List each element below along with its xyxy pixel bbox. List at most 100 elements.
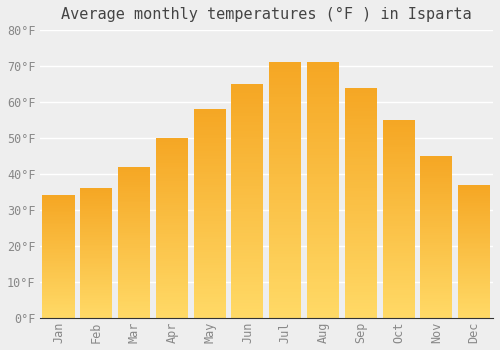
Bar [232,96,264,99]
Bar [232,245,264,247]
Bar [307,292,339,295]
Bar [118,242,150,244]
Bar [382,283,414,285]
Bar [382,189,414,191]
Bar [232,262,264,265]
Bar [458,215,490,216]
Bar [382,187,414,189]
Bar [80,277,112,279]
Bar [307,289,339,292]
Bar [269,289,302,292]
Bar [232,142,264,145]
Bar [232,271,264,274]
Bar [269,120,302,123]
Bar [80,274,112,275]
Bar [344,205,377,208]
Bar [156,234,188,237]
Bar [420,162,452,164]
Bar [194,114,226,117]
Bar [156,255,188,257]
Bar [269,199,302,203]
Bar [269,69,302,72]
Bar [344,251,377,254]
Bar [458,253,490,254]
Bar [42,288,74,290]
Bar [42,203,74,204]
Bar [156,138,188,140]
Bar [80,264,112,266]
Bar [382,263,414,266]
Bar [269,75,302,78]
Bar [194,208,226,211]
Bar [458,234,490,236]
Bar [307,174,339,177]
Bar [194,213,226,216]
Bar [420,245,452,247]
Bar [232,291,264,294]
Bar [118,270,150,272]
Bar [458,308,490,309]
Bar [156,181,188,183]
Bar [118,280,150,282]
Bar [420,158,452,160]
Bar [194,229,226,232]
Bar [232,315,264,317]
Bar [80,300,112,301]
Bar [382,313,414,315]
Bar [458,258,490,259]
Bar [420,287,452,289]
Bar [118,312,150,314]
Bar [232,163,264,166]
Bar [344,263,377,266]
Bar [42,275,74,276]
Bar [420,285,452,287]
Bar [420,208,452,210]
Bar [156,304,188,306]
Bar [118,189,150,191]
Bar [344,119,377,122]
Bar [232,297,264,300]
Bar [194,169,226,171]
Bar [42,195,74,197]
Bar [194,153,226,156]
Bar [344,168,377,171]
Bar [307,212,339,216]
Bar [307,82,339,85]
Bar [156,183,188,185]
Bar [269,126,302,130]
Bar [420,269,452,271]
Bar [382,127,414,130]
Bar [232,122,264,125]
Bar [42,295,74,296]
Bar [194,112,226,114]
Bar [194,226,226,229]
Bar [232,128,264,131]
Bar [42,243,74,244]
Bar [458,204,490,206]
Bar [156,297,188,300]
Bar [194,138,226,140]
Bar [458,296,490,298]
Bar [344,131,377,134]
Bar [80,243,112,245]
Bar [344,197,377,199]
Bar [382,308,414,310]
Bar [307,168,339,171]
Bar [232,169,264,172]
Bar [344,286,377,289]
Bar [42,276,74,278]
Bar [307,180,339,184]
Bar [307,206,339,209]
Bar [382,251,414,253]
Bar [156,198,188,201]
Bar [194,252,226,255]
Bar [156,264,188,266]
Bar [382,209,414,211]
Bar [156,275,188,277]
Bar [344,277,377,280]
Bar [42,237,74,238]
Bar [382,278,414,280]
Bar [156,192,188,194]
Bar [118,199,150,201]
Bar [458,223,490,224]
